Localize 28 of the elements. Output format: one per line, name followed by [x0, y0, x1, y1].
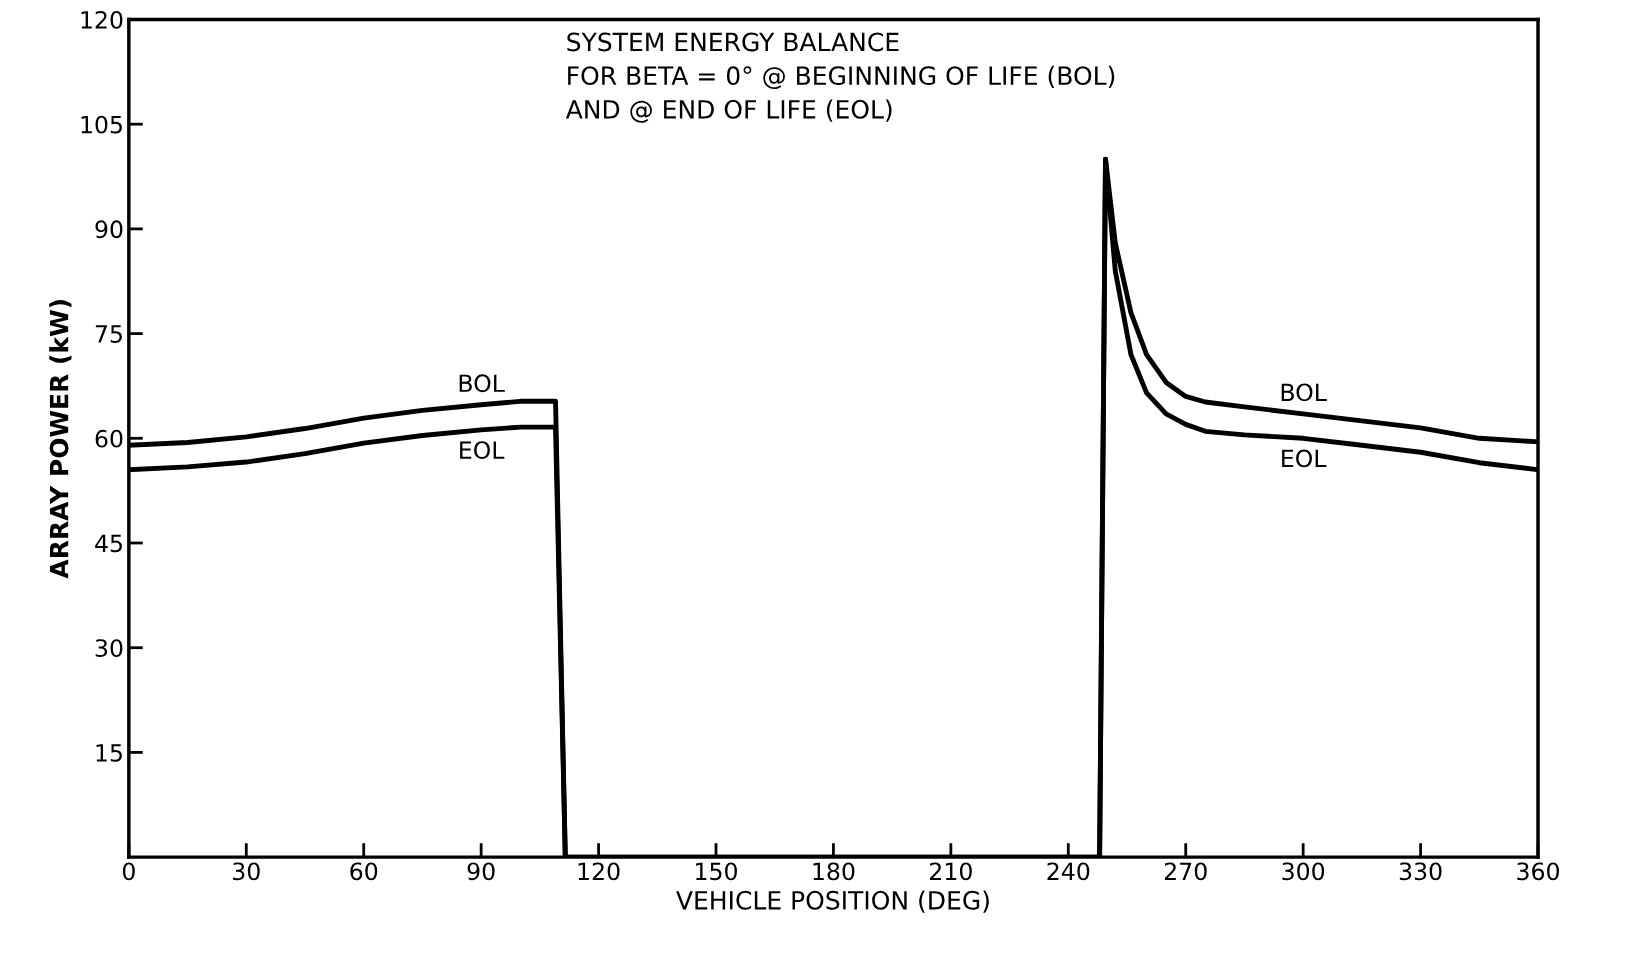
y-tick-label: 15: [96, 744, 122, 762]
y-tick-label: 75: [95, 325, 122, 343]
x-tick-label: 90: [467, 862, 495, 881]
y-tick-label: 60: [95, 429, 123, 448]
y-axis-title: ARRAY POWER (kW): [49, 300, 72, 579]
x-tick-label: 30: [233, 862, 260, 881]
x-tick-label: 300: [1282, 862, 1325, 881]
x-tick-label: 60: [350, 862, 378, 881]
text: SYSTEM ENERGY BALANCE FOR BETA = 0° @ BEGINNING OF LIFE (BOL) AND @ END OF LIFE (EOL): [565, 32, 1115, 123]
x-axis-title: VEHICLE POSITION (DEG): [676, 890, 989, 913]
x-tick-label: 120: [578, 862, 620, 881]
y-tick-label: 120: [81, 10, 123, 29]
x-tick-label: 270: [1164, 862, 1207, 881]
text: EOL: [460, 441, 505, 459]
x-tick-label: 240: [1047, 862, 1090, 881]
x-tick-label: 360: [1517, 862, 1559, 881]
x-tick-label: 210: [930, 862, 972, 881]
series-label: BOL: [1281, 383, 1327, 402]
y-tick-label: 45: [95, 534, 122, 553]
y-tick-label: 105: [81, 115, 122, 134]
y-tick-label: 30: [95, 639, 123, 658]
text: BOL: [459, 374, 505, 393]
x-tick-label: 180: [813, 862, 855, 881]
x-tick-label: 150: [696, 862, 737, 881]
x-tick-label: 0: [122, 862, 135, 881]
series-label: EOL: [1282, 449, 1327, 468]
y-tick-label: 90: [95, 220, 123, 239]
x-tick-label: 330: [1399, 862, 1442, 881]
